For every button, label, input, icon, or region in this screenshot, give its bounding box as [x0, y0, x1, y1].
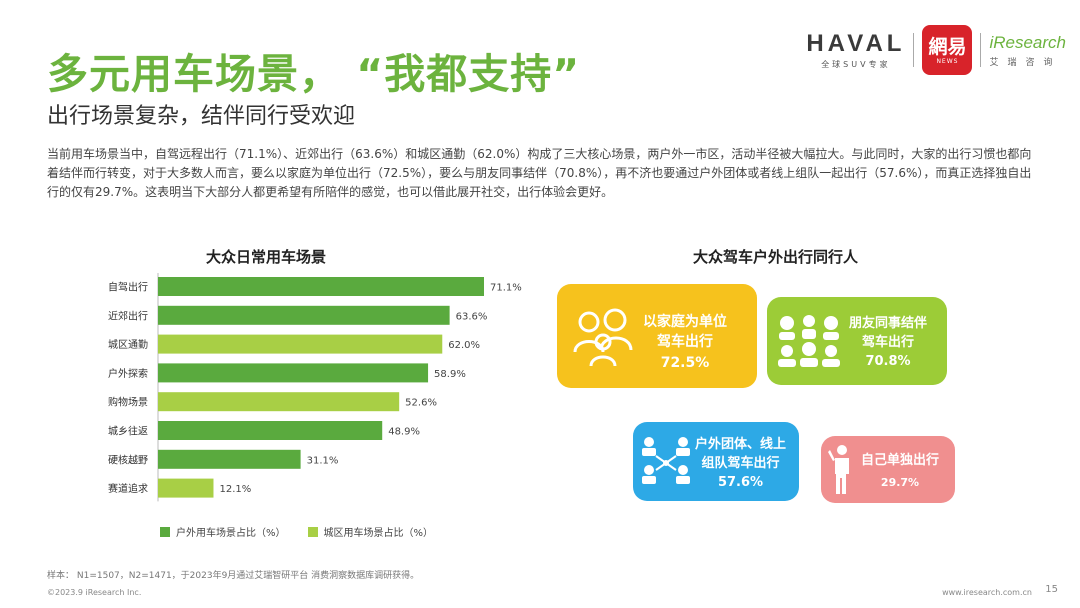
- haval-logo: HAVAL 全球SUV专家: [806, 30, 905, 70]
- bar: [158, 277, 484, 296]
- page-title: 多元用车场景， “我都支持”: [47, 50, 581, 98]
- copyright: ©2023.9 iResearch Inc.: [47, 588, 142, 597]
- bar-value-label: 58.9%: [434, 369, 466, 380]
- iresearch-wordmark: iResearch: [989, 32, 1066, 52]
- description-paragraph: 当前用车场景当中，自驾远程出行（71.1%）、近郊出行（63.6%）和城区通勤（…: [47, 147, 1032, 199]
- logo-bar: HAVAL 全球SUV专家 網易 NEWS iResearch 艾瑞咨询: [806, 22, 1066, 78]
- companion-line1-solo: 自己单独出行: [861, 453, 940, 468]
- legend-swatch-urban: [307, 526, 318, 537]
- companion-card-group: 户外团体、线上 组队驾车出行 57.6%: [633, 422, 799, 501]
- bar-value-label: 12.1%: [219, 484, 251, 495]
- iresearch-tagline: 艾瑞咨询: [989, 57, 1062, 68]
- netease-logo: 網易 NEWS: [922, 25, 973, 75]
- bar-category-label: 购物场景: [108, 396, 148, 409]
- haval-wordmark: HAVAL: [806, 30, 906, 57]
- bar: [158, 478, 214, 498]
- logo-divider: [913, 33, 915, 67]
- netease-tagline: NEWS: [936, 57, 959, 65]
- companion-line2-group: 组队驾车出行: [701, 455, 780, 471]
- page-number: 15: [1045, 584, 1058, 595]
- logo-divider: [980, 33, 982, 67]
- bar: [158, 334, 443, 354]
- solo-person-icon: [828, 445, 849, 494]
- companion-chart-title: 大众驾车户外出行同行人: [693, 248, 859, 266]
- bar-value-label: 48.9%: [388, 427, 420, 438]
- companion-card-family: 以家庭为单位 驾车出行 72.5%: [557, 284, 757, 388]
- companion-card-friends: 朋友同事结伴 驾车出行 70.8%: [767, 297, 947, 385]
- bar-value-label: 62.0%: [448, 340, 480, 351]
- group-icon: [642, 437, 690, 484]
- bar-value-label: 63.6%: [456, 311, 488, 322]
- bar-category-label: 硬核越野: [108, 453, 148, 466]
- netease-wordmark: 網易: [928, 35, 967, 58]
- bar-category-label: 赛道追求: [108, 482, 148, 495]
- companion-line1-friends: 朋友同事结伴: [849, 316, 928, 331]
- bar: [158, 305, 450, 325]
- companion-value-group: 57.6%: [717, 474, 764, 490]
- companion-text-group: 户外团体、线上 组队驾车出行 57.6%: [695, 436, 786, 493]
- bar-value-label: 52.6%: [405, 398, 437, 409]
- page-subtitle: 出行场景复杂，结伴同行受欢迎: [47, 104, 356, 129]
- bar-category-label: 户外探索: [108, 367, 148, 380]
- companion-text-friends: 朋友同事结伴 驾车出行 70.8%: [849, 315, 927, 372]
- website-link[interactable]: www.iresearch.com.cn: [942, 588, 1032, 597]
- bar-value-label: 71.1%: [490, 283, 522, 294]
- bar-category-label: 城区通勤: [108, 338, 148, 351]
- companion-text-family: 以家庭为单位 驾车出行 72.5%: [643, 312, 727, 373]
- bar: [158, 363, 429, 383]
- bar-value-label: 31.1%: [307, 455, 339, 466]
- companion-value-solo: 29.7%: [880, 475, 920, 489]
- bar-chart-legend: 户外用车场景占比（%） 城区用车场景占比（%）: [160, 524, 433, 539]
- bar: [158, 421, 383, 440]
- iresearch-logo: iResearch 艾瑞咨询: [989, 33, 1066, 68]
- bar-category-label: 近郊出行: [108, 309, 148, 322]
- legend-label-outdoor: 户外用车场景占比（%）: [176, 528, 286, 539]
- legend-label-urban: 城区用车场景占比（%）: [323, 528, 434, 539]
- companion-line1-group: 户外团体、线上: [695, 437, 787, 452]
- haval-tagline: 全球SUV专家: [821, 60, 891, 69]
- companion-value-family: 72.5%: [660, 354, 710, 371]
- family-icon: [573, 308, 633, 367]
- companion-line2-family: 驾车出行: [657, 334, 713, 351]
- companion-value-friends: 70.8%: [865, 353, 911, 369]
- companion-line1-family: 以家庭为单位: [643, 314, 727, 330]
- footnote: 样本： N1=1507，N2=1471，于2023年9月通过艾瑞智研平台 消费洞…: [47, 571, 420, 581]
- companion-line2-friends: 驾车出行: [862, 334, 915, 350]
- companion-card-solo: 自己单独出行 29.7%: [821, 436, 955, 503]
- legend-item-urban: 城区用车场景占比（%）: [307, 524, 434, 539]
- bar-chart-title: 大众日常用车场景: [206, 248, 327, 266]
- friends-icon: [778, 315, 840, 367]
- bar-category-label: 城乡往返: [108, 425, 148, 438]
- bar-category-label: 自驾出行: [108, 281, 148, 294]
- legend-item-outdoor: 户外用车场景占比（%）: [160, 524, 286, 539]
- bar: [158, 392, 400, 412]
- legend-swatch-outdoor: [160, 526, 170, 537]
- bar: [158, 449, 301, 469]
- companion-text-solo: 自己单独出行 29.7%: [861, 452, 939, 491]
